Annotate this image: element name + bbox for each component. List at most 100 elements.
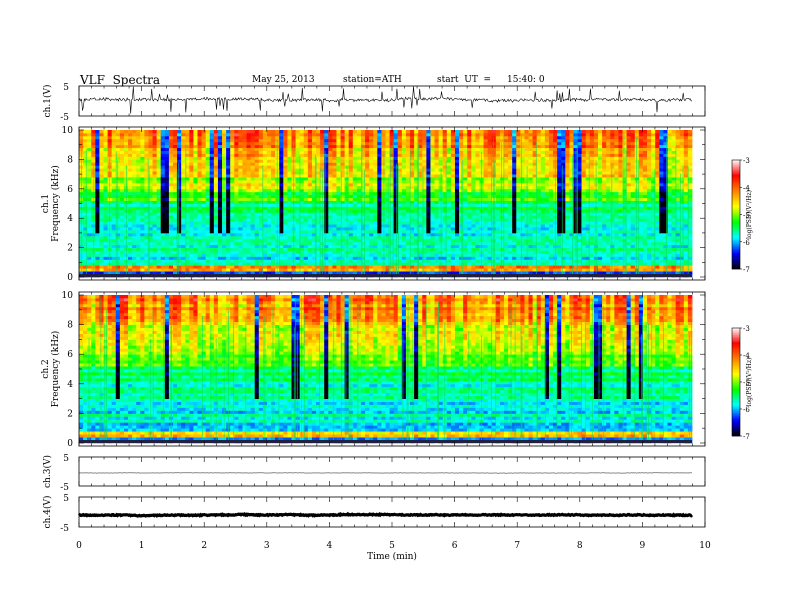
s1-colorbar-step xyxy=(732,230,740,233)
s1-colorbar-step xyxy=(732,198,740,201)
s2-colorbar-step xyxy=(732,365,740,368)
s1-colorbar-step xyxy=(732,256,740,259)
s1-ytick-label: 2 xyxy=(67,244,73,254)
s1-colorbar-step xyxy=(732,212,740,215)
s1-colorbar-step xyxy=(732,181,740,184)
s2-sferics xyxy=(88,295,692,443)
s1-colorbar-step xyxy=(732,210,740,213)
s1-colorbar-step xyxy=(732,196,740,199)
s2-colorbar-tick-label: -7 xyxy=(743,433,750,441)
s1-colorbar-step xyxy=(732,201,740,204)
s1-colorbar-step xyxy=(732,265,740,268)
s2-colorbar-step xyxy=(732,394,740,397)
s2-ytick-label: 2 xyxy=(67,409,73,419)
s1-colorbar-step xyxy=(732,221,740,224)
s1-colorbar-step xyxy=(732,207,740,210)
x-tick-label: 7 xyxy=(514,541,520,551)
s2-ytick-label: 0 xyxy=(67,439,73,449)
s2-colorbar-step xyxy=(732,353,740,356)
s2-colorbar-step xyxy=(732,396,740,399)
s2-ytick-label: 10 xyxy=(62,291,74,301)
s1-bottom-band xyxy=(79,274,692,277)
s2-colorbar-step xyxy=(732,364,740,367)
s1-colorbar-step xyxy=(732,189,740,192)
s2-colorbar-step xyxy=(732,414,740,417)
s1-colorbar-step xyxy=(732,161,740,164)
s1-colorbar-tick-label: -4 xyxy=(743,184,750,192)
s1-colorbar-tick-label: -7 xyxy=(743,266,750,274)
s1-colorbar-step xyxy=(732,160,740,163)
s2-colorbar-tick-label: -6 xyxy=(743,406,750,414)
x-tick-label: 10 xyxy=(699,541,711,551)
s1-colorbar-step xyxy=(732,172,740,175)
spectrogram-layer xyxy=(78,130,693,444)
station-label: station=ATH xyxy=(343,75,402,85)
s2-colorbar-step xyxy=(732,376,740,379)
s1-colorbar-step xyxy=(732,185,740,188)
s2-colorbar-step xyxy=(732,329,740,332)
s1-ytick-label: 6 xyxy=(67,185,73,195)
s2-colorbar-step xyxy=(732,409,740,412)
s1-colorbar-step xyxy=(732,216,740,219)
s1-colorbar-step xyxy=(732,179,740,183)
x-tick-label: 6 xyxy=(452,541,458,551)
start-ut-label: start UT = xyxy=(437,75,492,85)
s2-colorbar-step xyxy=(732,405,740,408)
w3-ytick-bottom: -5 xyxy=(60,483,69,493)
s1-colorbar-step xyxy=(732,239,740,243)
s2-colorbar-step xyxy=(732,338,740,341)
s1-colorbar-step xyxy=(732,243,740,246)
s2-colorbar-step xyxy=(732,374,740,377)
waveform-layer xyxy=(78,86,694,518)
s2-colorbar-step xyxy=(732,378,740,381)
s1-colorbar-tick-label: -5 xyxy=(743,212,750,220)
s1-ytick-label: 10 xyxy=(62,126,74,136)
s2-colorbar-step xyxy=(732,403,740,406)
s2-colorbar-step xyxy=(732,367,740,370)
s2-colorbar-step xyxy=(732,400,740,403)
s2-ytick-label: 6 xyxy=(67,350,73,360)
s2-colorbar-step xyxy=(732,407,740,410)
s2-colorbar-step xyxy=(732,430,740,433)
s1-colorbar-step xyxy=(732,187,740,190)
s2-colorbar-step xyxy=(732,385,740,388)
s2-ytick-label: 4 xyxy=(67,380,73,390)
s2-colorbar-step xyxy=(732,342,740,345)
s2-colorbar-step xyxy=(732,383,740,386)
s2-colorbar-step xyxy=(732,410,740,413)
s1-cells xyxy=(79,130,693,278)
s1-colorbar-step xyxy=(732,205,740,208)
w4-ytick-bottom: -5 xyxy=(60,524,69,534)
w4-trace xyxy=(78,511,694,518)
s1-ytick-label: 4 xyxy=(67,214,73,224)
s2-colorbar-step xyxy=(732,335,740,338)
s1-colorbar-step xyxy=(732,169,740,172)
s1-sferics xyxy=(78,132,689,277)
x-tick-label: 8 xyxy=(577,541,583,551)
s2-colorbar-step xyxy=(732,401,740,404)
s2-colorbar-step xyxy=(732,337,740,340)
s1-colorbar-step xyxy=(732,258,740,261)
s2-colorbar-step xyxy=(732,382,740,385)
s1-colorbar-step xyxy=(732,203,740,206)
s2-colorbar-step xyxy=(732,347,740,350)
s2-colorbar-step xyxy=(732,432,740,435)
s1-colorbar-tick-label: -6 xyxy=(743,239,750,247)
s1-colorbar-step xyxy=(732,241,740,244)
w4-ylabel: ch.4(V) xyxy=(42,496,53,529)
s2-colorbar-step xyxy=(732,419,740,422)
s1-colorbar-step xyxy=(732,174,740,177)
s1-colorbar-step xyxy=(732,238,740,241)
s1-colorbar-step xyxy=(732,252,740,255)
s1-colorbar-step xyxy=(732,234,740,237)
s2-colorbar-step xyxy=(732,355,740,358)
s1-colorbar-step xyxy=(732,163,740,166)
x-tick-label: 4 xyxy=(327,541,333,551)
x-tick-label: 3 xyxy=(264,541,270,551)
s2-colorbar-step xyxy=(732,328,740,331)
s2-colorbar-step xyxy=(732,428,740,431)
s1-colorbar-step xyxy=(732,218,740,221)
s2-ylabel: Frequency (kHz) xyxy=(50,331,61,408)
s2-colorbar-tick-label: -5 xyxy=(743,379,750,387)
x-tick-label: 2 xyxy=(201,541,207,551)
